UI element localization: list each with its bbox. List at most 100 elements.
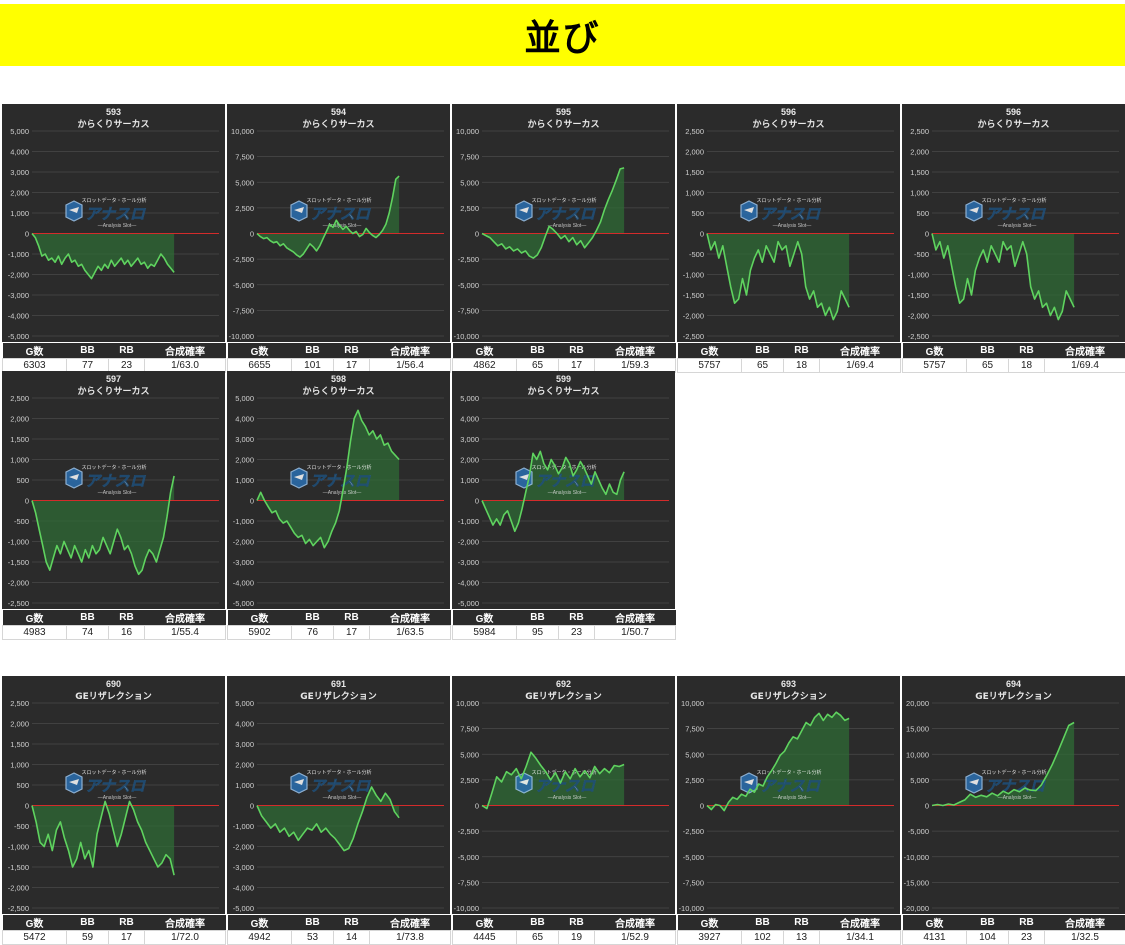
- y-tick-label: 0: [475, 230, 479, 239]
- y-tick-label: 2,500: [910, 127, 929, 136]
- y-tick-label: -10,000: [454, 904, 479, 913]
- machine-number: 598: [331, 374, 346, 384]
- svg-text:スロットデータ・ホール分析: スロットデータ・ホール分析: [81, 769, 146, 776]
- stats-header-cell: 合成確率: [370, 343, 451, 359]
- games-value: 5757: [903, 359, 967, 373]
- rb-value: 16: [109, 626, 145, 640]
- y-tick-label: -7,500: [683, 878, 704, 887]
- y-tick-label: -3,000: [233, 863, 254, 872]
- rate-value: 1/69.4: [1045, 359, 1125, 373]
- stats-header-cell: 合成確率: [145, 610, 226, 626]
- y-tick-label: 0: [250, 230, 254, 239]
- stats-header-cell: 合成確率: [1045, 915, 1125, 931]
- y-tick-label: -5,000: [458, 281, 479, 290]
- y-tick-label: 0: [25, 497, 29, 506]
- y-tick-label: 3,000: [235, 435, 254, 444]
- y-tick-label: 5,000: [235, 394, 254, 403]
- y-tick-label: -4,000: [233, 884, 254, 893]
- y-tick-label: 500: [691, 209, 704, 218]
- svg-text:アナスロ: アナスロ: [310, 777, 371, 795]
- y-tick-label: -20,000: [904, 904, 929, 913]
- y-tick-label: 2,500: [685, 127, 704, 136]
- y-tick-label: 2,000: [10, 720, 29, 729]
- games-value: 4942: [228, 931, 292, 945]
- y-tick-label: -15,000: [904, 878, 929, 887]
- y-tick-label: 1,500: [10, 435, 29, 444]
- y-tick-label: 4,000: [10, 148, 29, 157]
- y-tick-label: 500: [16, 476, 29, 485]
- y-tick-label: 1,000: [10, 761, 29, 770]
- y-tick-label: 0: [700, 802, 704, 811]
- y-tick-label: 0: [25, 802, 29, 811]
- slot-graph: 692GEリザレクション10,0007,5005,0002,5000-2,500…: [452, 676, 675, 914]
- slot-graph: 594からくりサーカス10,0007,5005,0002,5000-2,500-…: [227, 104, 450, 342]
- machine-number: 693: [781, 679, 796, 689]
- y-tick-label: -10,000: [679, 904, 704, 913]
- bb-value: 74: [67, 626, 109, 640]
- svg-text:スロットデータ・ホール分析: スロットデータ・ホール分析: [531, 197, 596, 204]
- y-tick-label: -1,000: [8, 843, 29, 852]
- svg-text:―Analysis Slot―: ―Analysis Slot―: [98, 223, 137, 229]
- svg-text:スロットデータ・ホール分析: スロットデータ・ホール分析: [981, 769, 1046, 776]
- y-tick-label: -2,000: [8, 884, 29, 893]
- stats-header-cell: 合成確率: [595, 915, 676, 931]
- y-tick-label: 10,000: [681, 699, 704, 708]
- y-tick-label: -2,000: [458, 538, 479, 547]
- machine-number: 694: [1006, 679, 1021, 689]
- y-tick-label: 0: [925, 230, 929, 239]
- rb-value: 17: [109, 931, 145, 945]
- machine-number: 691: [331, 679, 346, 689]
- stats-header-cell: G数: [903, 343, 967, 359]
- stats-header-cell: 合成確率: [595, 343, 676, 359]
- stats-header-cell: 合成確率: [370, 610, 451, 626]
- stats-header-cell: G数: [903, 915, 967, 931]
- y-tick-label: -1,500: [683, 291, 704, 300]
- machine-name: からくりサーカス: [77, 119, 149, 130]
- svg-text:―Analysis Slot―: ―Analysis Slot―: [773, 223, 812, 229]
- stats-header-cell: RB: [109, 915, 145, 931]
- y-tick-label: 7,500: [235, 153, 254, 162]
- svg-text:アナスロ: アナスロ: [310, 472, 371, 490]
- y-tick-label: -3,000: [8, 291, 29, 300]
- machine-name: からくりサーカス: [527, 386, 599, 397]
- y-tick-label: -4,000: [8, 312, 29, 321]
- games-value: 5472: [3, 931, 67, 945]
- bb-value: 95: [517, 626, 559, 640]
- svg-text:アナスロ: アナスロ: [310, 205, 371, 223]
- svg-text:―Analysis Slot―: ―Analysis Slot―: [548, 490, 587, 496]
- stats-header-cell: BB: [967, 915, 1009, 931]
- svg-text:スロットデータ・ホール分析: スロットデータ・ホール分析: [306, 464, 371, 471]
- y-tick-label: -500: [914, 250, 929, 259]
- bb-value: 59: [67, 931, 109, 945]
- machine-name: からくりサーカス: [752, 119, 824, 130]
- svg-text:アナスロ: アナスロ: [535, 777, 596, 795]
- stats-header-cell: G数: [3, 343, 67, 359]
- games-value: 5902: [228, 626, 292, 640]
- machine-number: 690: [106, 679, 121, 689]
- y-tick-label: -2,000: [8, 271, 29, 280]
- machine-name: GEリザレクション: [975, 691, 1052, 702]
- svg-text:―Analysis Slot―: ―Analysis Slot―: [773, 795, 812, 801]
- svg-text:―Analysis Slot―: ―Analysis Slot―: [998, 223, 1037, 229]
- slot-graph: 596からくりサーカス2,5002,0001,5001,0005000-500-…: [902, 104, 1125, 342]
- y-tick-label: 7,500: [685, 725, 704, 734]
- stats-header-cell: G数: [228, 610, 292, 626]
- y-tick-label: -5,000: [233, 281, 254, 290]
- rb-value: 14: [334, 931, 370, 945]
- machine-name: からくりサーカス: [527, 119, 599, 130]
